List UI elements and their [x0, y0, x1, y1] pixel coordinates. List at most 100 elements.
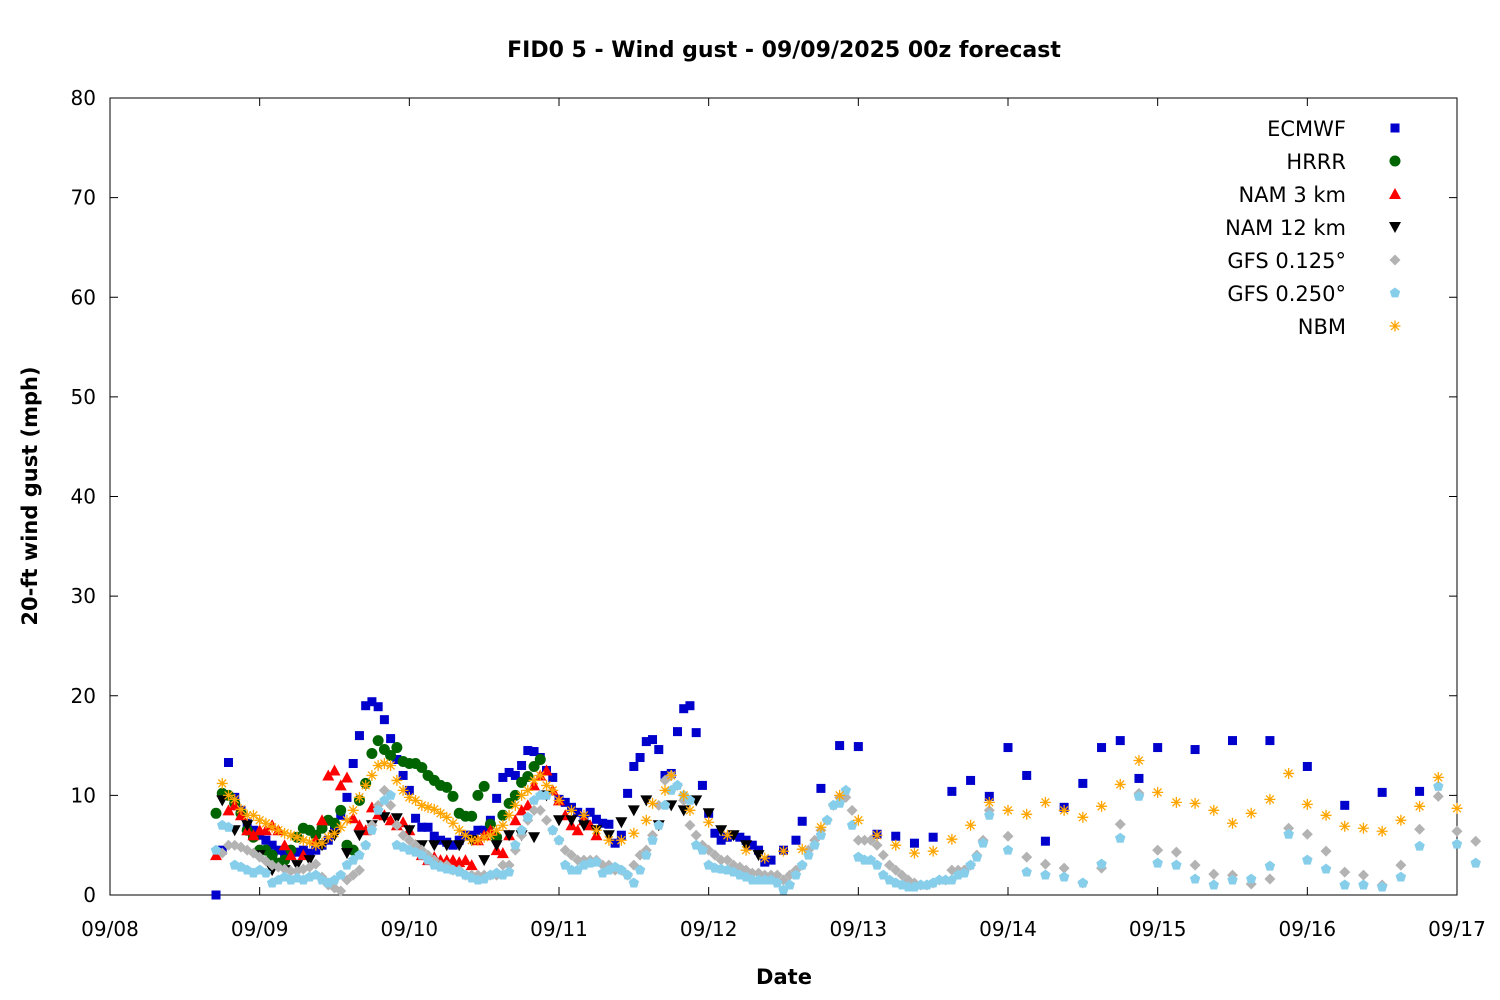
- data-point: [648, 735, 658, 745]
- data-point: [610, 838, 620, 848]
- data-point: [1114, 818, 1126, 830]
- data-point: [629, 761, 639, 771]
- data-point: [1302, 761, 1312, 771]
- legend-marker: [1389, 320, 1401, 332]
- data-point: [503, 797, 515, 809]
- data-point: [353, 864, 365, 876]
- data-point: [534, 769, 546, 781]
- data-point: [685, 701, 695, 711]
- data-point: [384, 814, 397, 826]
- x-tick-label: 09/17: [1428, 917, 1486, 941]
- data-point: [390, 813, 403, 825]
- data-point: [335, 869, 346, 880]
- data-point: [354, 731, 364, 741]
- data-point: [815, 829, 827, 840]
- data-point: [254, 814, 266, 826]
- data-point: [1264, 860, 1276, 871]
- data-point: [1133, 755, 1145, 767]
- y-tick-label: 70: [71, 186, 96, 210]
- data-point: [491, 824, 503, 836]
- data-point: [1283, 828, 1294, 839]
- data-point: [703, 816, 715, 828]
- data-point: [515, 804, 528, 816]
- data-point: [766, 855, 776, 865]
- data-point: [653, 819, 664, 830]
- data-point: [303, 855, 316, 867]
- data-point: [528, 804, 540, 816]
- data-point: [623, 788, 633, 798]
- data-point: [411, 813, 421, 823]
- data-point: [447, 817, 459, 829]
- data-point: [435, 807, 447, 819]
- legend-label: HRRR: [1286, 150, 1346, 174]
- data-point: [459, 829, 471, 841]
- data-point: [316, 814, 329, 826]
- data-point: [747, 840, 757, 850]
- data-point: [372, 804, 384, 815]
- y-axis: 0 10 20 30 40 50 60 70 80: [71, 86, 1457, 907]
- data-point: [1003, 743, 1013, 753]
- data-point: [716, 835, 726, 845]
- data-point: [791, 835, 801, 845]
- data-point: [1357, 869, 1369, 881]
- data-point: [292, 847, 302, 857]
- data-point: [1245, 807, 1257, 819]
- data-point: [222, 804, 235, 816]
- data-point: [965, 819, 977, 831]
- data-point: [367, 697, 377, 707]
- data-point: [273, 845, 283, 855]
- data-point: [697, 780, 707, 790]
- data-point: [1246, 873, 1257, 884]
- data-point: [834, 797, 845, 808]
- data-point: [578, 809, 590, 821]
- data-point: [984, 791, 994, 801]
- data-point: [504, 767, 514, 777]
- data-point: [1265, 736, 1275, 746]
- legend-marker: [1389, 287, 1401, 298]
- data-point: [1097, 743, 1107, 753]
- data-point: [877, 849, 889, 861]
- data-point: [247, 829, 260, 841]
- data-point: [354, 849, 365, 860]
- x-tick-label: 09/10: [381, 917, 439, 941]
- data-point: [210, 844, 222, 855]
- data-point: [865, 854, 876, 865]
- data-point: [522, 770, 534, 782]
- data-point: [541, 814, 553, 826]
- data-point: [1096, 800, 1108, 812]
- data-point: [834, 789, 846, 801]
- data-point: [965, 859, 976, 870]
- data-point: [348, 758, 358, 768]
- data-point: [1264, 873, 1276, 885]
- data-point: [815, 821, 827, 833]
- data-point: [715, 825, 728, 837]
- data-point: [466, 834, 478, 846]
- data-point: [366, 748, 378, 760]
- data-point: [397, 784, 409, 796]
- data-point: [534, 754, 546, 766]
- data-point: [984, 809, 995, 820]
- data-point: [416, 761, 428, 773]
- legend-label: NAM 12 km: [1225, 216, 1346, 240]
- series-nbm: [216, 755, 1463, 864]
- data-point: [735, 832, 745, 842]
- data-point: [509, 799, 521, 811]
- data-point: [403, 825, 416, 837]
- data-point: [1451, 802, 1463, 814]
- data-point: [553, 834, 565, 845]
- data-point: [677, 805, 690, 817]
- data-point: [1170, 796, 1182, 808]
- data-point: [1395, 859, 1407, 871]
- data-point: [391, 819, 403, 831]
- data-point: [529, 747, 539, 757]
- data-point: [1189, 797, 1201, 809]
- data-point: [335, 885, 347, 897]
- data-point: [266, 821, 278, 833]
- data-point: [672, 727, 682, 737]
- data-point: [1077, 877, 1089, 888]
- data-point: [372, 759, 384, 771]
- data-point: [1002, 830, 1014, 842]
- data-point: [310, 869, 321, 880]
- data-point: [603, 834, 615, 846]
- data-point: [635, 753, 645, 763]
